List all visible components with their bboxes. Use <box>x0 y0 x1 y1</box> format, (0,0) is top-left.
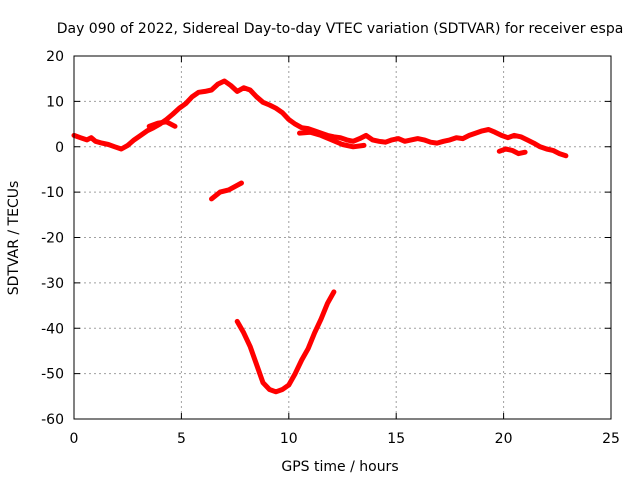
y-tick-label: -10 <box>41 185 64 201</box>
series-segment-upper-band <box>146 119 178 129</box>
y-tick-label: -50 <box>41 367 64 383</box>
series-segment-short <box>209 180 244 202</box>
series-layer <box>71 78 569 395</box>
series-segment-main <box>71 78 569 159</box>
series-segment-tail-fragments <box>496 146 528 157</box>
x-axis-label: GPS time / hours <box>281 459 398 475</box>
y-tick-label: -30 <box>41 276 64 292</box>
series-segment-lower-band <box>297 129 367 150</box>
y-tick-label: 10 <box>46 94 64 110</box>
x-tick-label: 20 <box>495 431 513 447</box>
y-tick-label: -60 <box>41 412 64 428</box>
chart-title: Day 090 of 2022, Sidereal Day-to-day VTE… <box>57 21 624 37</box>
x-tick-label: 25 <box>602 431 620 447</box>
x-tick-label: 10 <box>280 431 298 447</box>
x-tick-label: 0 <box>70 431 79 447</box>
y-tick-label: -40 <box>41 321 64 337</box>
y-tick-label: 20 <box>46 49 64 65</box>
x-tick-label: 15 <box>387 431 405 447</box>
grid-layer <box>74 56 611 419</box>
y-tick-label: -20 <box>41 231 64 247</box>
series-segment-dip <box>234 289 337 395</box>
y-tick-label: 0 <box>55 140 64 156</box>
x-tick-label: 5 <box>177 431 186 447</box>
tick-layer: 0 5 10 15 20 25 -60 -50 -40 -30 -20 -10 0 10 20 <box>41 49 620 447</box>
y-axis-label: SDTVAR / TECUs <box>6 181 22 296</box>
